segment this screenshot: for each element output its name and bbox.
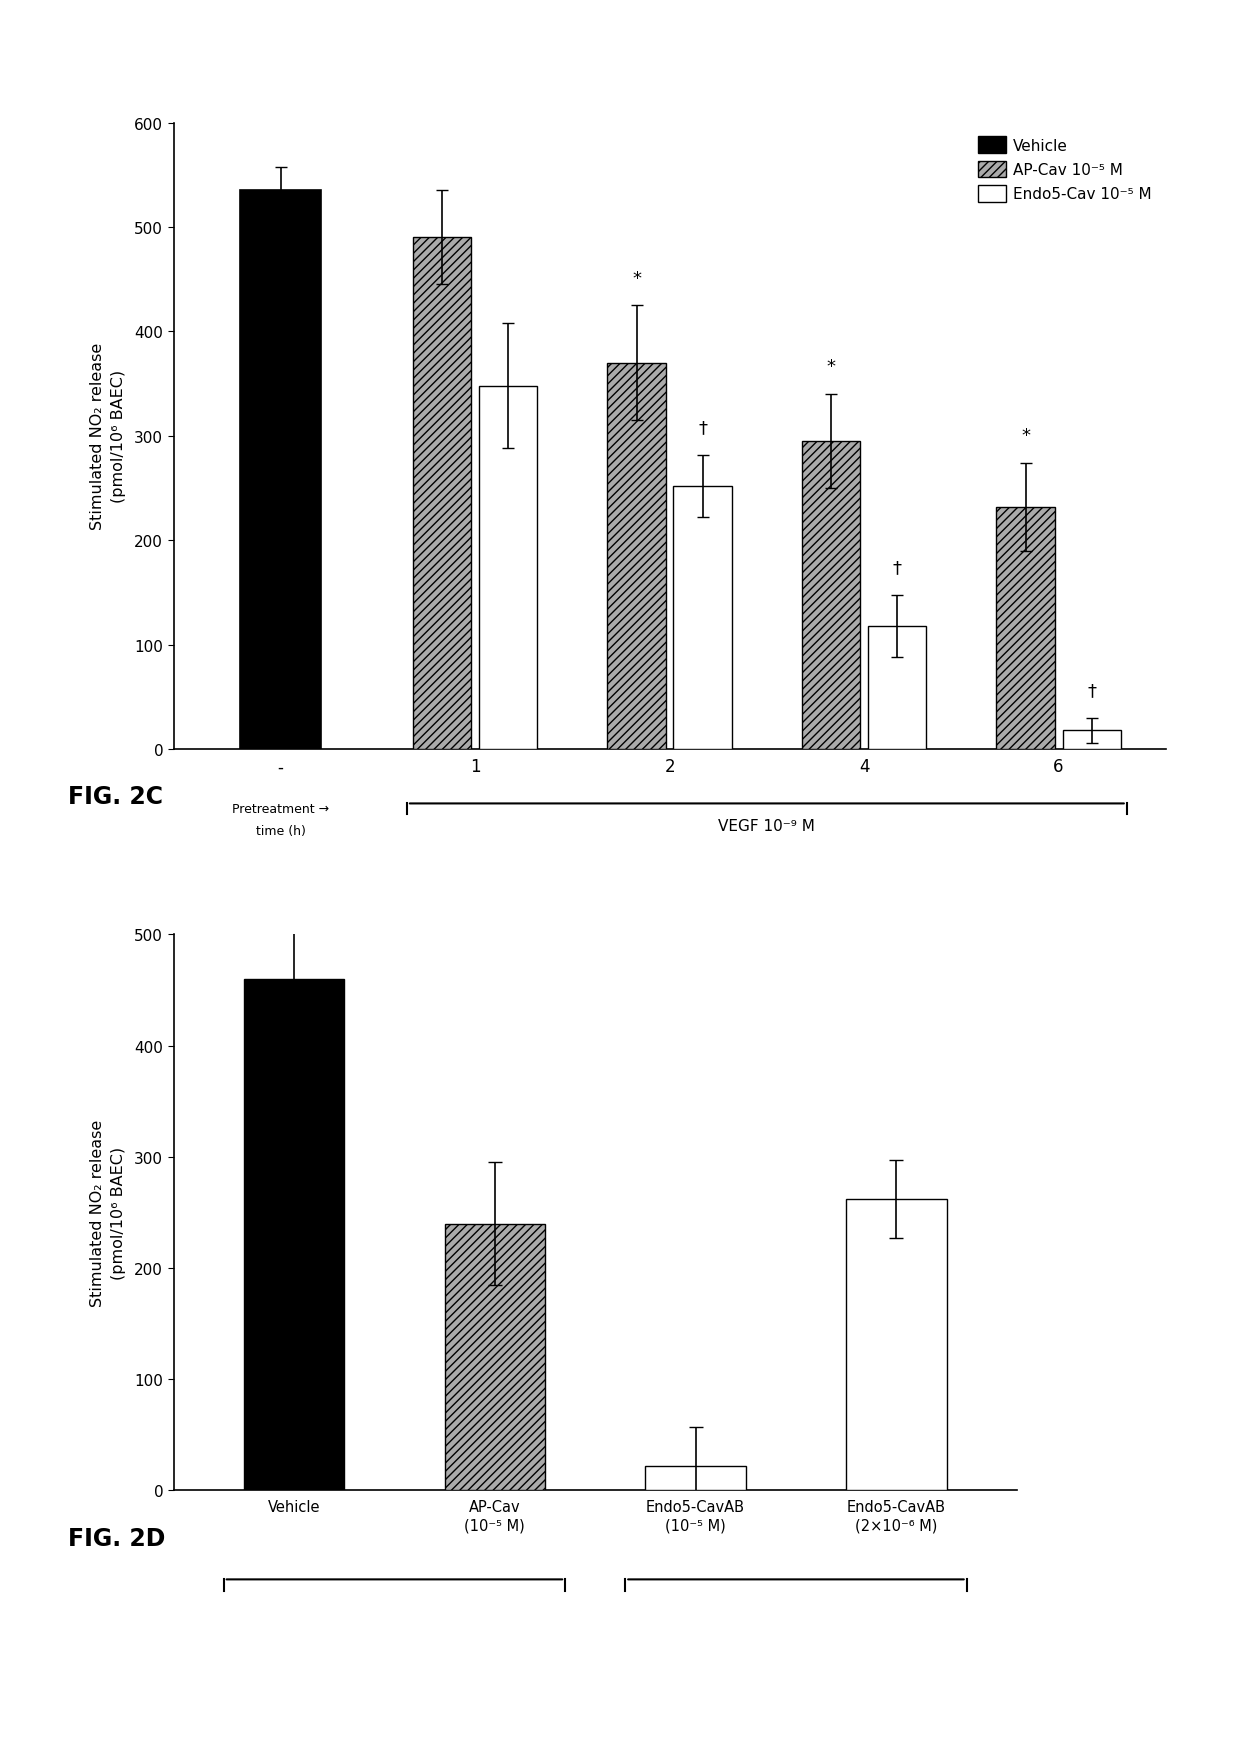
Text: time (h): time (h) (255, 824, 305, 838)
Y-axis label: Stimulated NO₂ release
(pmol/10⁶ BAEC): Stimulated NO₂ release (pmol/10⁶ BAEC) (89, 1118, 125, 1307)
Text: Pretreatment →: Pretreatment → (232, 803, 329, 815)
Bar (846, 1200, 946, 1491)
Text: *: * (827, 358, 836, 376)
Text: †: † (893, 559, 901, 577)
Bar (413, 238, 471, 750)
Bar (608, 363, 666, 750)
Text: *: * (1021, 427, 1030, 445)
Bar (868, 626, 926, 750)
Text: VEGF 10⁻⁹ M: VEGF 10⁻⁹ M (718, 818, 815, 834)
Bar (479, 386, 537, 750)
Text: FIG. 2D: FIG. 2D (68, 1526, 166, 1551)
Bar (445, 1224, 546, 1491)
Y-axis label: Stimulated NO₂ release
(pmol/10⁶ BAEC): Stimulated NO₂ release (pmol/10⁶ BAEC) (89, 342, 125, 531)
Legend: Vehicle, AP-Cav 10⁻⁵ M, Endo5-Cav 10⁻⁵ M: Vehicle, AP-Cav 10⁻⁵ M, Endo5-Cav 10⁻⁵ M (972, 131, 1158, 208)
Text: †: † (698, 418, 707, 437)
Bar (802, 441, 861, 750)
Bar (997, 508, 1055, 750)
Bar (1063, 730, 1121, 750)
Text: *: * (632, 270, 641, 288)
Text: †: † (1087, 681, 1096, 700)
Text: FIG. 2C: FIG. 2C (68, 785, 164, 810)
Bar (239, 191, 321, 750)
Bar (645, 1466, 745, 1491)
Bar (244, 979, 345, 1491)
Bar (673, 487, 732, 750)
